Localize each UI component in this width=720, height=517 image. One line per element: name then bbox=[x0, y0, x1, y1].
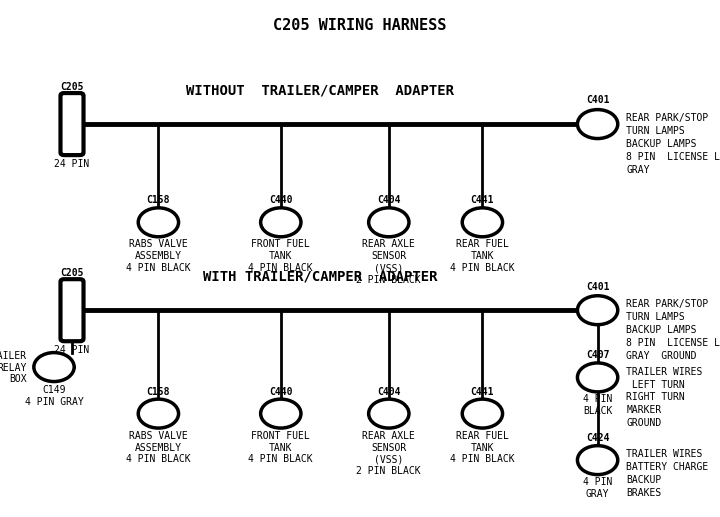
Text: TURN LAMPS: TURN LAMPS bbox=[626, 312, 685, 322]
Text: MARKER: MARKER bbox=[626, 405, 662, 415]
Text: BOX: BOX bbox=[9, 374, 27, 385]
Text: SENSOR: SENSOR bbox=[372, 251, 406, 261]
Circle shape bbox=[462, 399, 503, 428]
Text: (VSS): (VSS) bbox=[374, 454, 403, 464]
Text: C440: C440 bbox=[269, 195, 292, 205]
Circle shape bbox=[462, 208, 503, 237]
Text: (VSS): (VSS) bbox=[374, 263, 403, 273]
Text: C401: C401 bbox=[586, 96, 609, 105]
Circle shape bbox=[577, 446, 618, 475]
Text: BACKUP: BACKUP bbox=[626, 475, 662, 485]
Circle shape bbox=[577, 363, 618, 392]
Text: LEFT TURN: LEFT TURN bbox=[626, 379, 685, 389]
Text: BACKUP LAMPS: BACKUP LAMPS bbox=[626, 139, 697, 149]
Text: TRAILER WIRES: TRAILER WIRES bbox=[626, 449, 703, 459]
FancyBboxPatch shape bbox=[60, 279, 84, 341]
Text: FRONT FUEL: FRONT FUEL bbox=[251, 239, 310, 249]
Circle shape bbox=[261, 208, 301, 237]
Text: 24 PIN: 24 PIN bbox=[55, 159, 89, 169]
Text: GROUND: GROUND bbox=[626, 418, 662, 428]
Text: TRAILER: TRAILER bbox=[0, 351, 27, 361]
Text: 8 PIN  LICENSE LAMPS: 8 PIN LICENSE LAMPS bbox=[626, 152, 720, 162]
Text: 4 PIN BLACK: 4 PIN BLACK bbox=[450, 454, 515, 464]
Text: BATTERY CHARGE: BATTERY CHARGE bbox=[626, 462, 708, 472]
Text: REAR AXLE: REAR AXLE bbox=[362, 239, 415, 249]
Text: 4 PIN: 4 PIN bbox=[583, 394, 612, 404]
Text: C205 WIRING HARNESS: C205 WIRING HARNESS bbox=[274, 18, 446, 33]
Text: 4 PIN BLACK: 4 PIN BLACK bbox=[450, 263, 515, 273]
Text: REAR PARK/STOP: REAR PARK/STOP bbox=[626, 113, 708, 123]
Text: TRAILER WIRES: TRAILER WIRES bbox=[626, 367, 703, 376]
Text: 24 PIN: 24 PIN bbox=[55, 345, 89, 355]
Text: C424: C424 bbox=[586, 433, 609, 443]
Circle shape bbox=[261, 399, 301, 428]
Text: REAR FUEL: REAR FUEL bbox=[456, 431, 509, 440]
Text: C158: C158 bbox=[147, 195, 170, 205]
Text: C441: C441 bbox=[471, 387, 494, 397]
Text: C205: C205 bbox=[60, 82, 84, 92]
Text: RABS VALVE: RABS VALVE bbox=[129, 431, 188, 440]
Text: WITHOUT  TRAILER/CAMPER  ADAPTER: WITHOUT TRAILER/CAMPER ADAPTER bbox=[186, 83, 454, 98]
Text: 4 PIN: 4 PIN bbox=[583, 477, 612, 487]
Text: GRAY  GROUND: GRAY GROUND bbox=[626, 351, 697, 361]
Text: TANK: TANK bbox=[269, 443, 292, 452]
Text: REAR PARK/STOP: REAR PARK/STOP bbox=[626, 299, 708, 309]
Text: C404: C404 bbox=[377, 195, 400, 205]
Text: C441: C441 bbox=[471, 195, 494, 205]
Text: GRAY: GRAY bbox=[586, 489, 609, 499]
Text: BRAKES: BRAKES bbox=[626, 488, 662, 498]
Text: C205: C205 bbox=[60, 268, 84, 278]
Text: 4 PIN GRAY: 4 PIN GRAY bbox=[24, 397, 84, 406]
Circle shape bbox=[369, 208, 409, 237]
Text: C158: C158 bbox=[147, 387, 170, 397]
Text: 8 PIN  LICENSE LAMPS: 8 PIN LICENSE LAMPS bbox=[626, 338, 720, 348]
Text: BACKUP LAMPS: BACKUP LAMPS bbox=[626, 325, 697, 335]
Text: ASSEMBLY: ASSEMBLY bbox=[135, 251, 182, 261]
Circle shape bbox=[369, 399, 409, 428]
Text: BLACK: BLACK bbox=[583, 406, 612, 416]
Text: WITH TRAILER/CAMPER  ADAPTER: WITH TRAILER/CAMPER ADAPTER bbox=[203, 269, 438, 284]
Text: FRONT FUEL: FRONT FUEL bbox=[251, 431, 310, 440]
Circle shape bbox=[138, 208, 179, 237]
FancyBboxPatch shape bbox=[60, 93, 84, 155]
Text: C401: C401 bbox=[586, 282, 609, 292]
Text: 4 PIN BLACK: 4 PIN BLACK bbox=[248, 454, 313, 464]
Text: GRAY: GRAY bbox=[626, 165, 650, 175]
Text: SENSOR: SENSOR bbox=[372, 443, 406, 452]
Circle shape bbox=[577, 110, 618, 139]
Text: C404: C404 bbox=[377, 387, 400, 397]
Text: 4 PIN BLACK: 4 PIN BLACK bbox=[126, 263, 191, 273]
Circle shape bbox=[34, 353, 74, 382]
Circle shape bbox=[577, 296, 618, 325]
Text: C407: C407 bbox=[586, 351, 609, 360]
Text: REAR FUEL: REAR FUEL bbox=[456, 239, 509, 249]
Text: TANK: TANK bbox=[269, 251, 292, 261]
Text: RELAY: RELAY bbox=[0, 362, 27, 373]
Text: C440: C440 bbox=[269, 387, 292, 397]
Text: C149: C149 bbox=[42, 385, 66, 394]
Text: 2 PIN BLACK: 2 PIN BLACK bbox=[356, 466, 421, 476]
Text: REAR AXLE: REAR AXLE bbox=[362, 431, 415, 440]
Text: ASSEMBLY: ASSEMBLY bbox=[135, 443, 182, 452]
Text: RABS VALVE: RABS VALVE bbox=[129, 239, 188, 249]
Text: 4 PIN BLACK: 4 PIN BLACK bbox=[248, 263, 313, 273]
Text: RIGHT TURN: RIGHT TURN bbox=[626, 392, 685, 402]
Text: 4 PIN BLACK: 4 PIN BLACK bbox=[126, 454, 191, 464]
Text: TANK: TANK bbox=[471, 251, 494, 261]
Text: TANK: TANK bbox=[471, 443, 494, 452]
Circle shape bbox=[138, 399, 179, 428]
Text: 2 PIN BLACK: 2 PIN BLACK bbox=[356, 275, 421, 285]
Text: TURN LAMPS: TURN LAMPS bbox=[626, 126, 685, 136]
